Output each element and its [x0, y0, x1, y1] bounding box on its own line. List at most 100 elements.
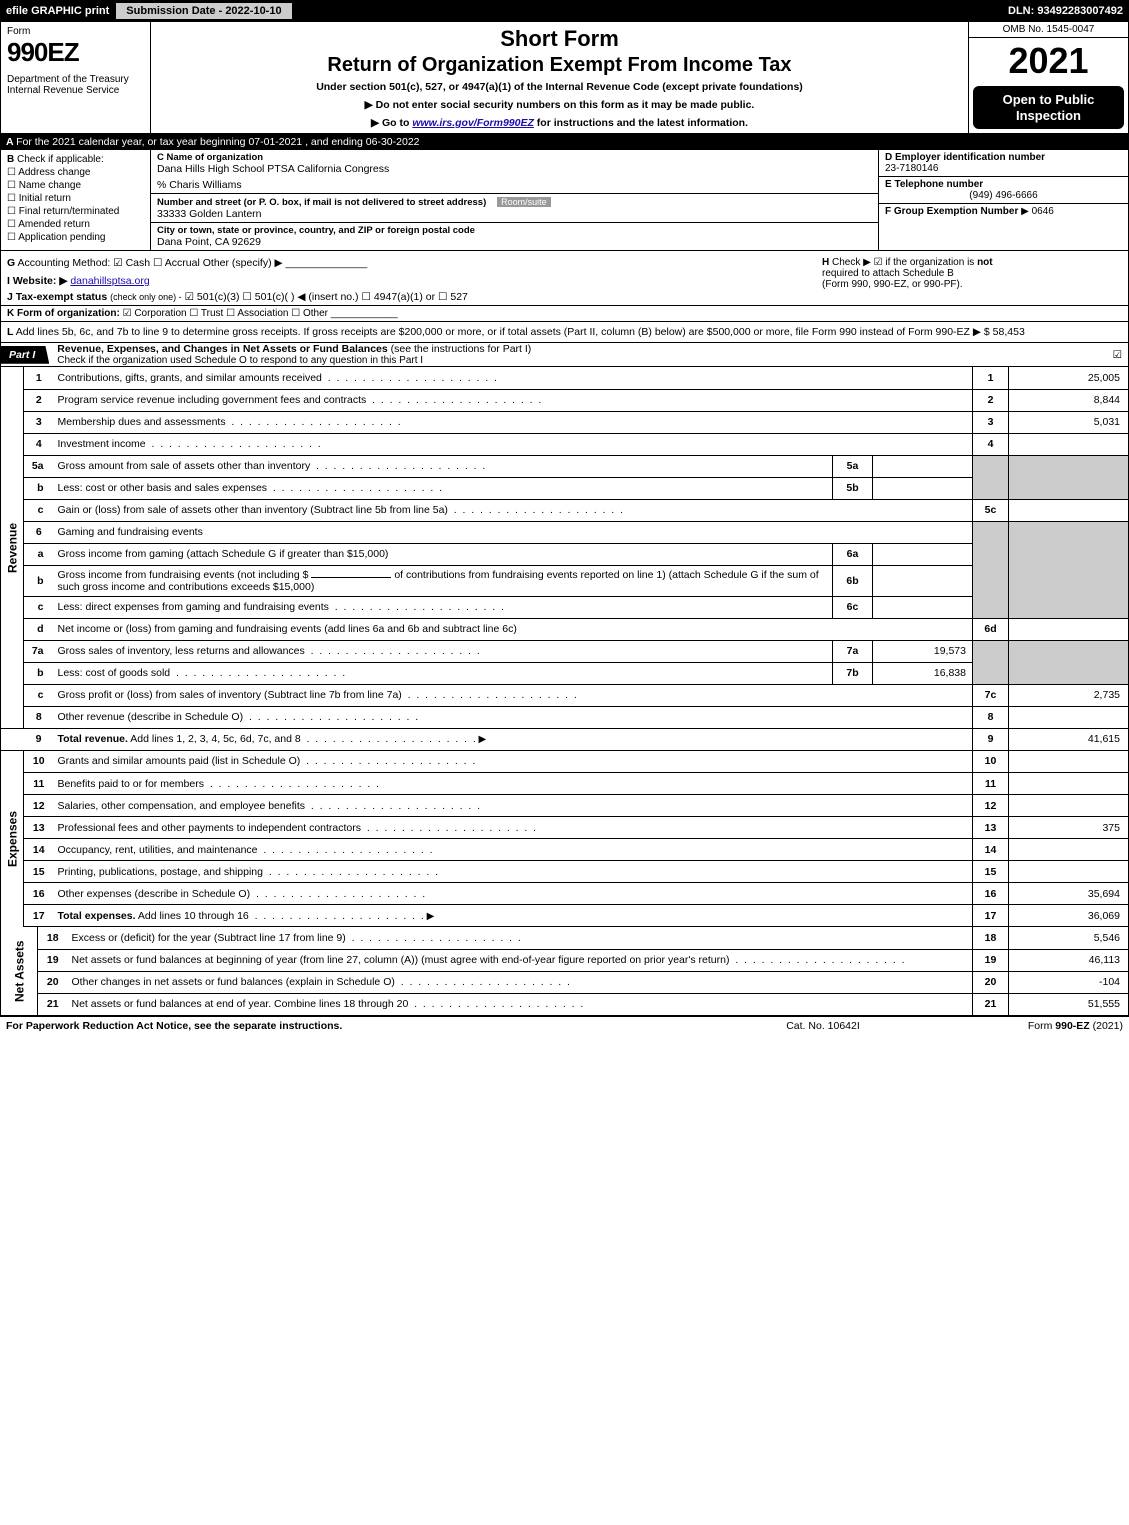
ln-1: 1 [24, 367, 54, 389]
num-19: 19 [973, 949, 1009, 971]
num-6d: 6d [973, 618, 1009, 640]
sub-7b: 7b [833, 662, 873, 684]
grey-7 [973, 640, 1009, 684]
num-11: 11 [973, 773, 1009, 795]
desc-3: Membership dues and assessments [58, 416, 226, 428]
desc-6c: Less: direct expenses from gaming and fu… [58, 601, 329, 613]
subval-7b: 16,838 [873, 662, 973, 684]
chk-trust[interactable]: Trust [189, 308, 223, 319]
note-link: Go to www.irs.gov/Form990EZ for instruct… [159, 117, 960, 129]
top-bar: efile GRAPHIC print Submission Date - 20… [0, 0, 1129, 22]
row-k: K Form of organization: Corporation Trus… [0, 306, 1129, 322]
desc-5b: Less: cost or other basis and sales expe… [58, 482, 268, 494]
chk-accrual[interactable]: Accrual [153, 257, 200, 269]
desc-14: Occupancy, rent, utilities, and maintena… [58, 844, 258, 856]
sub-6a: 6a [833, 543, 873, 565]
desc-7a: Gross sales of inventory, less returns a… [58, 645, 305, 657]
subval-6b [873, 565, 973, 596]
val-19: 46,113 [1009, 949, 1129, 971]
chk-address-change[interactable]: Address change [7, 167, 144, 178]
num-12: 12 [973, 795, 1009, 817]
num-21: 21 [973, 993, 1009, 1015]
efile-label[interactable]: efile GRAPHIC print [0, 5, 115, 17]
desc-8: Other revenue (describe in Schedule O) [58, 711, 244, 723]
header-right: OMB No. 1545-0047 2021 Open to Public In… [968, 22, 1128, 133]
greyval-6 [1009, 521, 1129, 618]
omb-number: OMB No. 1545-0047 [969, 22, 1128, 38]
desc-9: Total revenue. [58, 733, 128, 745]
ln-7a: 7a [24, 640, 54, 662]
desc-4: Investment income [58, 438, 146, 450]
row-a-tax-year: A For the 2021 calendar year, or tax yea… [0, 134, 1129, 150]
city-value: Dana Point, CA 92629 [157, 236, 872, 248]
l-label: L [7, 326, 13, 338]
num-1: 1 [973, 367, 1009, 389]
chk-4947[interactable]: 4947(a)(1) or [361, 291, 435, 303]
desc-6a: Gross income from gaming (attach Schedul… [58, 548, 389, 560]
tax-year: 2021 [969, 38, 1128, 84]
chk-527[interactable]: 527 [438, 291, 468, 303]
dln-label: DLN: 93492283007492 [1002, 5, 1129, 17]
f-group-label: F Group Exemption Number [885, 206, 1018, 217]
block-bcdef: B Check if applicable: Address change Na… [0, 150, 1129, 251]
org-name: Dana Hills High School PTSA California C… [157, 163, 872, 175]
desc-17b: Add lines 10 through 16 [136, 910, 249, 922]
section-c: C Name of organization Dana Hills High S… [151, 150, 878, 250]
l-arrow: ▶ $ [973, 326, 990, 338]
room-suite-label: Room/suite [497, 197, 551, 207]
footer-right-pre: Form [1028, 1020, 1055, 1032]
num-14: 14 [973, 839, 1009, 861]
desc-10: Grants and similar amounts paid (list in… [58, 755, 301, 767]
chk-association[interactable]: Association [226, 308, 288, 319]
footer-right-post: (2021) [1090, 1020, 1123, 1032]
ln-7b: b [24, 662, 54, 684]
chk-schedule-o[interactable] [1113, 349, 1128, 361]
num-13: 13 [973, 817, 1009, 839]
chk-application-pending[interactable]: Application pending [7, 232, 144, 243]
chk-501c[interactable]: 501(c)( ) ◀ (insert no.) [242, 291, 358, 303]
street-label: Number and street (or P. O. box, if mail… [157, 197, 486, 208]
sub-6b: 6b [833, 565, 873, 596]
chk-501c3[interactable]: 501(c)(3) [185, 291, 240, 303]
val-1: 25,005 [1009, 367, 1129, 389]
val-5c [1009, 499, 1129, 521]
chk-schedule-b[interactable] [874, 257, 886, 268]
desc-5a: Gross amount from sale of assets other t… [58, 460, 311, 472]
chk-corporation[interactable]: Corporation [123, 308, 187, 319]
part-1-title-sub: (see the instructions for Part I) [391, 343, 532, 355]
chk-name-change[interactable]: Name change [7, 180, 144, 191]
form-number: 990EZ [7, 37, 144, 68]
section-def: D Employer identification number 23-7180… [878, 150, 1128, 250]
desc-18: Excess or (deficit) for the year (Subtra… [72, 932, 346, 944]
irs-link[interactable]: www.irs.gov/Form990EZ [412, 117, 534, 129]
ln-7c: c [24, 684, 54, 706]
ln-11: 11 [24, 773, 54, 795]
num-20: 20 [973, 971, 1009, 993]
chk-final-return[interactable]: Final return/terminated [7, 206, 144, 217]
num-3: 3 [973, 411, 1009, 433]
chk-other-org[interactable]: Other [291, 308, 328, 319]
val-13: 375 [1009, 817, 1129, 839]
chk-initial-return[interactable]: Initial return [7, 193, 144, 204]
chk-amended-return[interactable]: Amended return [7, 219, 144, 230]
subval-7a: 19,573 [873, 640, 973, 662]
sub-5a: 5a [833, 455, 873, 477]
website-link[interactable]: danahillsptsa.org [70, 275, 149, 287]
desc-16: Other expenses (describe in Schedule O) [58, 888, 251, 900]
j-sub: (check only one) - [110, 292, 182, 302]
num-17: 17 [973, 905, 1009, 927]
val-10 [1009, 751, 1129, 773]
ln-6a: a [24, 543, 54, 565]
desc-1: Contributions, gifts, grants, and simila… [58, 372, 322, 384]
j-label: J Tax-exempt status [7, 291, 107, 303]
part-1-check-line: Check if the organization used Schedule … [57, 355, 423, 366]
section-b: B Check if applicable: Address change Na… [1, 150, 151, 250]
ln-12: 12 [24, 795, 54, 817]
row-a-text: For the 2021 calendar year, or tax year … [16, 136, 419, 148]
chk-cash[interactable]: Cash [113, 257, 150, 269]
ln-13: 13 [24, 817, 54, 839]
return-title: Return of Organization Exempt From Incom… [159, 54, 960, 77]
department-label: Department of the Treasury Internal Reve… [7, 74, 144, 96]
b-label: B [7, 154, 14, 165]
b-check-label: Check if applicable: [17, 154, 104, 165]
